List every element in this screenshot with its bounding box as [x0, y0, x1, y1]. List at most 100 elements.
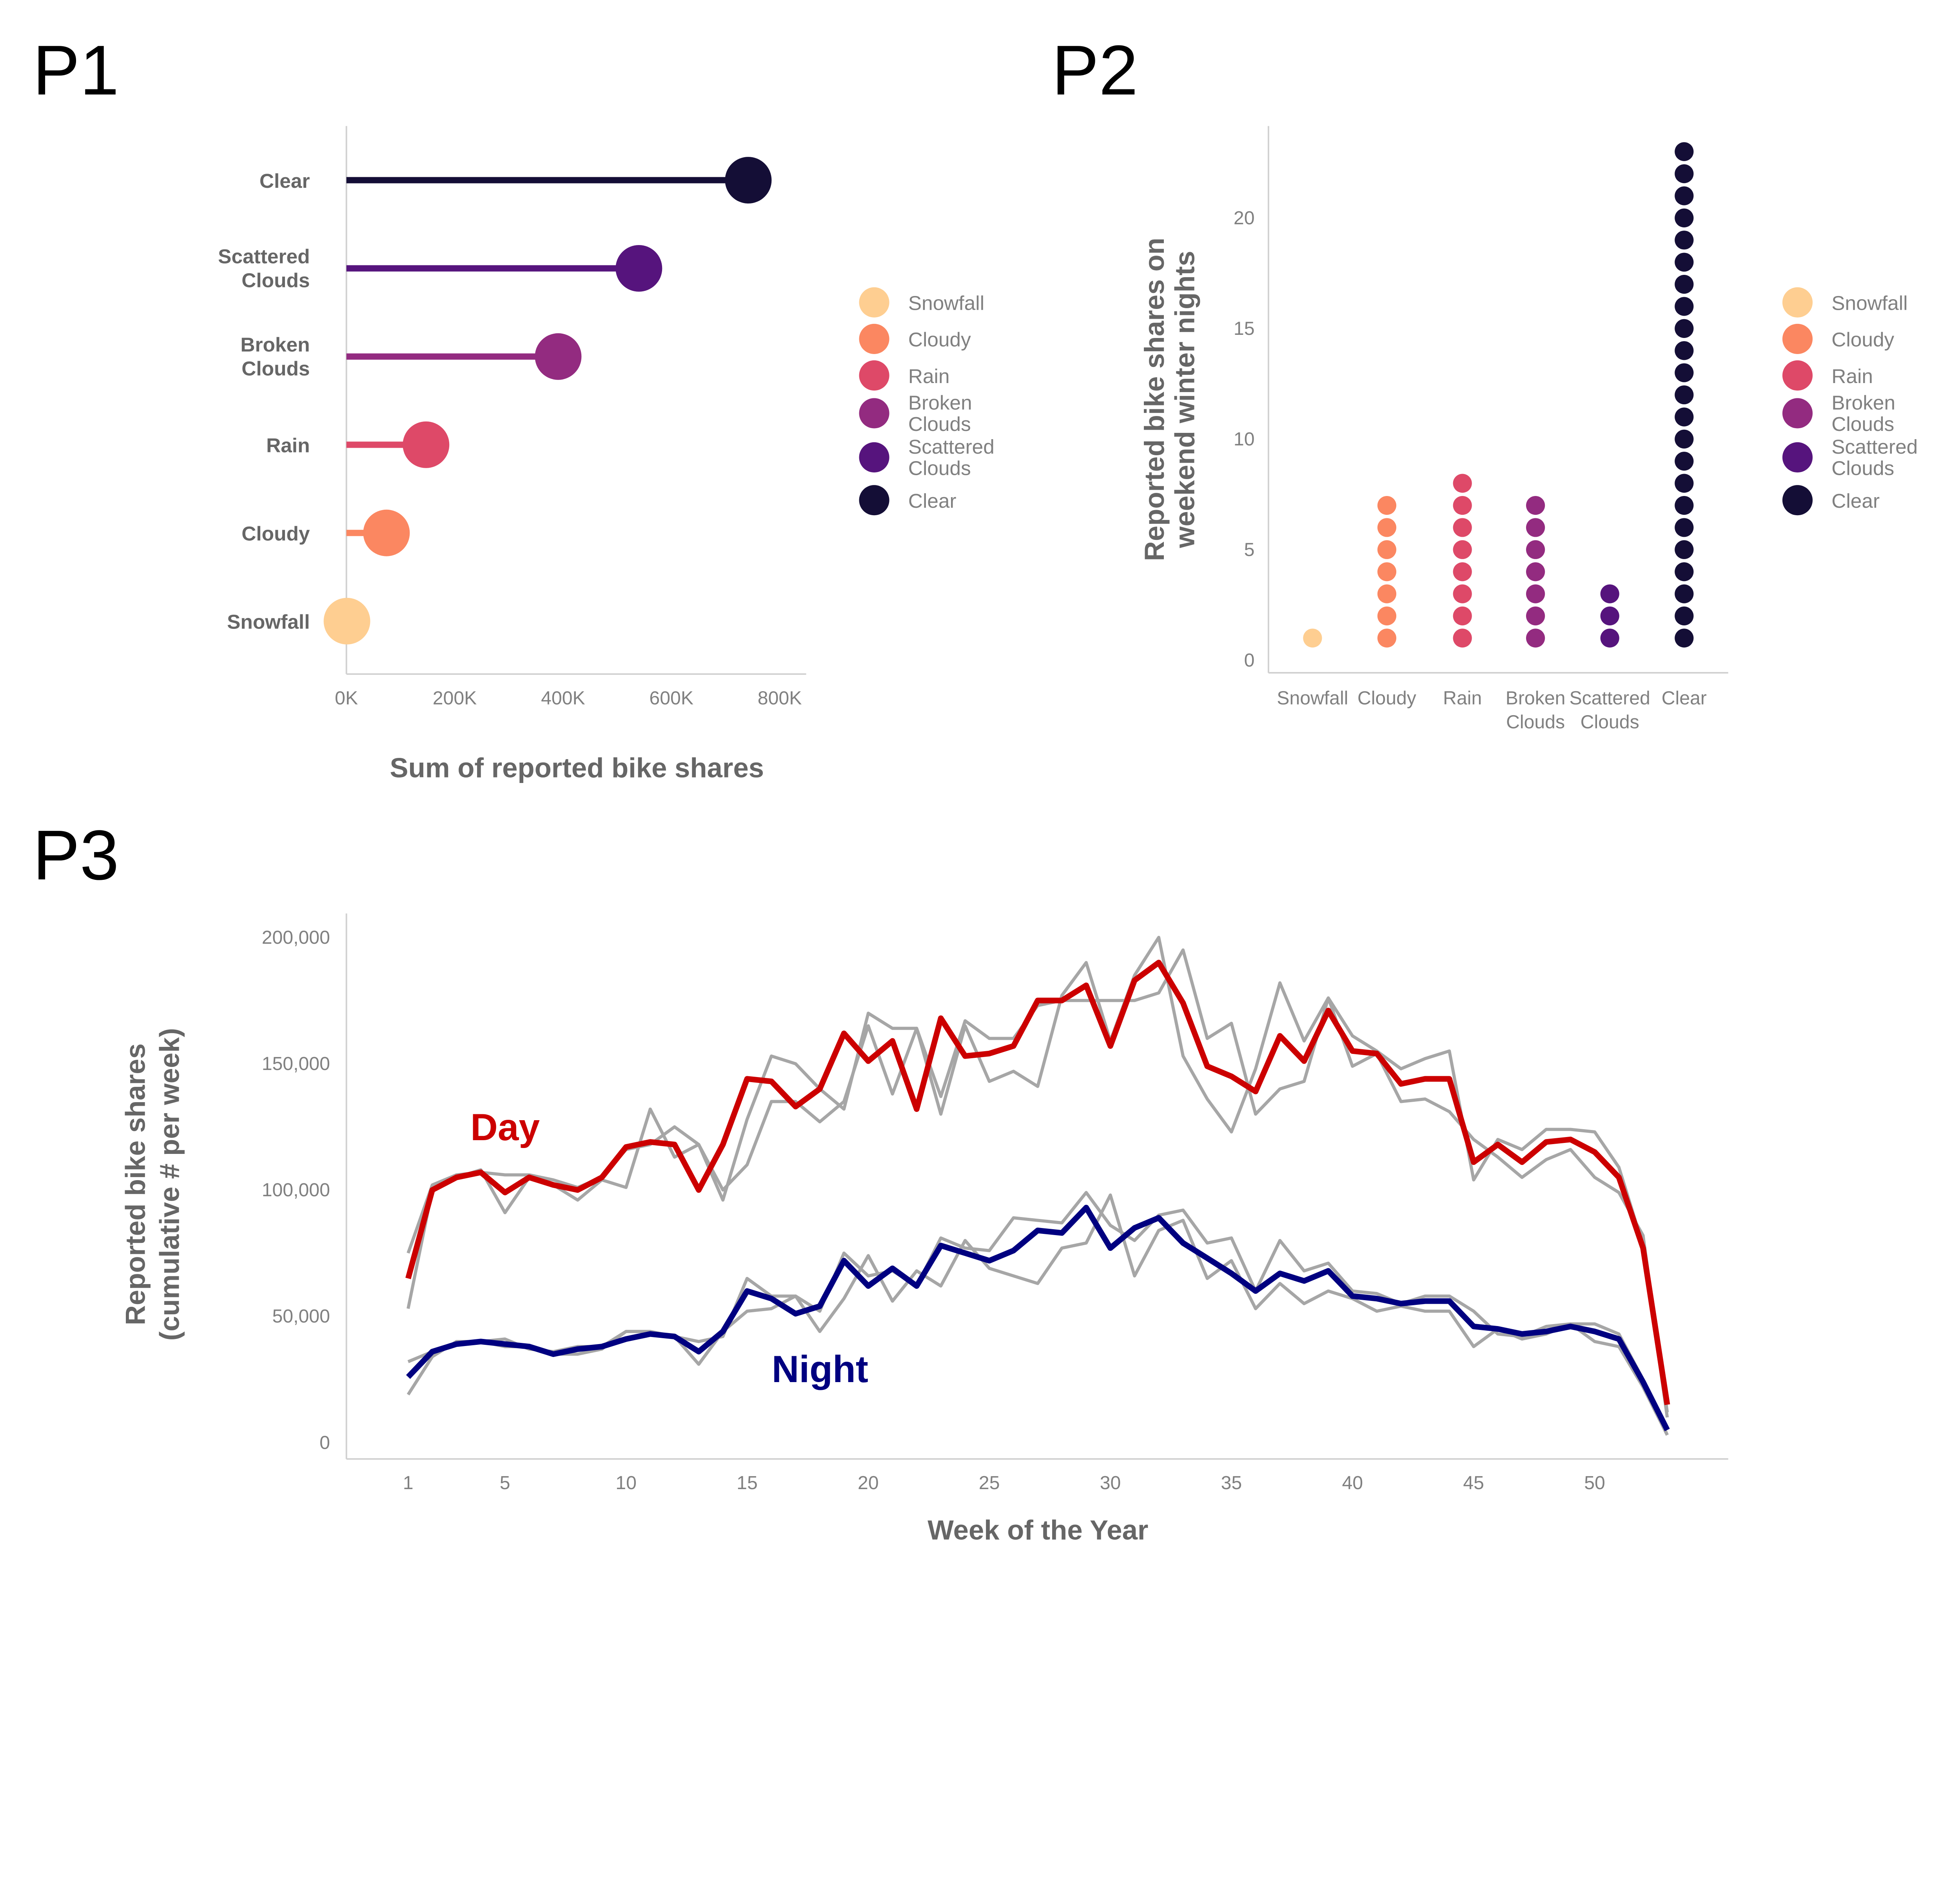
p1-x-tick-label: 0K — [335, 687, 358, 708]
p2-legend-label-snowfall-line: Snowfall — [1831, 291, 1907, 314]
p2-dot-broken-clouds — [1526, 606, 1545, 626]
p2-legend-label-clear-line: Clear — [1831, 489, 1880, 512]
p1-category-label: Scattered Clouds — [218, 245, 310, 292]
figure: P1 P2 P3 0K 200K 400K 600K 800K Snowfall Cloud… — [33, 31, 1918, 1546]
p2-dot-broken-clouds — [1526, 562, 1545, 581]
p1-x-tick-label: 600K — [649, 687, 693, 708]
p1-legend-label-cloudy-line: Cloudy — [908, 328, 971, 351]
p1-category-label: Clear — [260, 169, 310, 192]
p2-dot-rain — [1453, 629, 1472, 648]
p1-point-cloudy — [363, 509, 410, 556]
p1-category-label-line: Scattered — [218, 245, 310, 268]
p2-legend-label-rain: Rain — [1831, 365, 1873, 387]
p2-legend-label-snowfall: Snowfall — [1831, 291, 1907, 314]
p1-category-label-line: Clouds — [241, 269, 310, 292]
p2-y-axis-title-line: Reported bike shares on — [1139, 238, 1170, 561]
p3-x-tick-label: 25 — [979, 1472, 1000, 1493]
p2-dot-scattered-clouds — [1600, 606, 1619, 626]
p2-legend-key-broken-clouds — [1782, 398, 1813, 429]
p2-x-tick-label: Cloudy — [1357, 687, 1416, 708]
p2-dot-snowfall — [1303, 629, 1322, 648]
p2-y-axis-title-line: weekend winter nights — [1169, 251, 1200, 549]
p2-dot-clear — [1675, 452, 1694, 471]
p1-x-tick-label: 200K — [433, 687, 477, 708]
p3-annotation-night: Night — [772, 1348, 868, 1390]
p1-category-label: Cloudy — [241, 522, 310, 545]
p2-legend-label-clear: Clear — [1831, 489, 1880, 512]
p2-y-tick-label: 20 — [1234, 207, 1255, 229]
p2-dot-clear — [1675, 518, 1694, 537]
panel-label-p2: P2 — [1052, 31, 1138, 110]
p1-legend-key-broken-clouds — [859, 398, 889, 429]
p2-y-tick-label: 10 — [1234, 429, 1255, 450]
p3-y-tick-label: 150,000 — [262, 1053, 330, 1074]
p2-legend-key-snowfall — [1782, 287, 1813, 318]
p1-legend-key-cloudy — [859, 323, 889, 354]
p2-x-tick-label-line: Scattered — [1570, 687, 1650, 708]
p2-legend-key-clear — [1782, 485, 1813, 516]
p2-dot-broken-clouds — [1526, 540, 1545, 559]
p1-category-label: Snowfall — [227, 610, 310, 633]
p2-dot-clear — [1675, 341, 1694, 360]
p1-category-label: Rain — [266, 434, 310, 457]
p2-dot-clear — [1675, 142, 1694, 161]
p2-x-tick-label-line: Clear — [1662, 687, 1707, 708]
p2-dot-scattered-clouds — [1600, 584, 1619, 603]
p2-x-tick-label: Rain — [1443, 687, 1482, 708]
p2-legend-label-broken-clouds: Broken Clouds — [1831, 391, 1895, 435]
p1-point-scattered-clouds — [615, 245, 662, 292]
p2-y-tick-label: 5 — [1244, 539, 1255, 560]
p1-legend-label-scattered-clouds-line: Clouds — [908, 456, 971, 479]
p1-legend-label-snowfall: Snowfall — [908, 291, 984, 314]
p1-legend-label-scattered-clouds-line: Scattered — [908, 435, 995, 458]
p1-lollipop-chart: 0K 200K 400K 600K 800K Snowfall Cloudy Rain Brok… — [218, 126, 995, 783]
p3-x-tick-label: 10 — [615, 1472, 637, 1493]
p3-line-night-other-year — [407, 1191, 1669, 1436]
panel-label-p3: P3 — [33, 816, 119, 895]
p2-dot-rain — [1453, 474, 1472, 493]
p1-category-label-line: Rain — [266, 434, 310, 457]
p2-legend-key-scattered-clouds — [1782, 442, 1813, 473]
p2-dot-clear — [1675, 562, 1694, 581]
p3-y-tick-label: 100,000 — [262, 1179, 330, 1201]
p2-dot-broken-clouds — [1526, 518, 1545, 537]
p2-dot-scattered-clouds — [1600, 629, 1619, 648]
p1-legend-label-broken-clouds-line: Broken — [908, 391, 972, 414]
p2-dot-rain — [1453, 540, 1472, 559]
p1-legend-key-rain — [859, 360, 889, 391]
p2-x-tick-label-line: Clouds — [1581, 711, 1639, 732]
p2-legend-key-rain — [1782, 360, 1813, 391]
p3-y-axis-title-line: (cumulative # per week) — [154, 1028, 185, 1341]
p1-category-label-line: Clear — [260, 169, 310, 192]
p1-legend-label-broken-clouds-line: Clouds — [908, 412, 971, 435]
p3-x-tick-label: 45 — [1463, 1472, 1484, 1493]
p2-x-tick-label-line: Rain — [1443, 687, 1482, 708]
p1-point-rain — [403, 421, 450, 468]
panel-label-p1: P1 — [33, 31, 119, 110]
p1-x-tick-label: 800K — [758, 687, 802, 708]
p2-dot-rain — [1453, 584, 1472, 603]
p3-x-tick-label: 30 — [1100, 1472, 1121, 1493]
p2-x-tick-label-line: Clouds — [1506, 711, 1565, 732]
p2-dot-cloudy — [1377, 518, 1397, 537]
p3-x-tick-label: 40 — [1342, 1472, 1363, 1493]
p2-x-tick-label-line: Cloudy — [1357, 687, 1416, 708]
p3-line-night — [406, 1204, 1670, 1431]
p2-dot-clear — [1675, 496, 1694, 515]
p1-legend-key-clear — [859, 485, 889, 516]
p1-point-clear — [725, 157, 772, 203]
p1-legend-label-rain: Rain — [908, 365, 950, 387]
p2-dot-clear — [1675, 274, 1694, 294]
p2-dot-cloudy — [1377, 540, 1397, 559]
p2-x-tick-label: Clear — [1662, 687, 1707, 708]
p3-x-tick-label: 5 — [500, 1472, 510, 1493]
p1-category-label-line: Snowfall — [227, 610, 310, 633]
p2-dot-rain — [1453, 562, 1472, 581]
p3-line-day — [405, 959, 1670, 1405]
p2-legend-label-rain-line: Rain — [1831, 365, 1873, 387]
p1-legend-key-snowfall — [859, 287, 889, 318]
p3-x-tick-label: 20 — [858, 1472, 879, 1493]
p2-legend-label-scattered-clouds: Scattered Clouds — [1831, 435, 1918, 480]
p2-x-tick-label: Snowfall — [1277, 687, 1348, 708]
p1-x-tick-label: 400K — [541, 687, 585, 708]
